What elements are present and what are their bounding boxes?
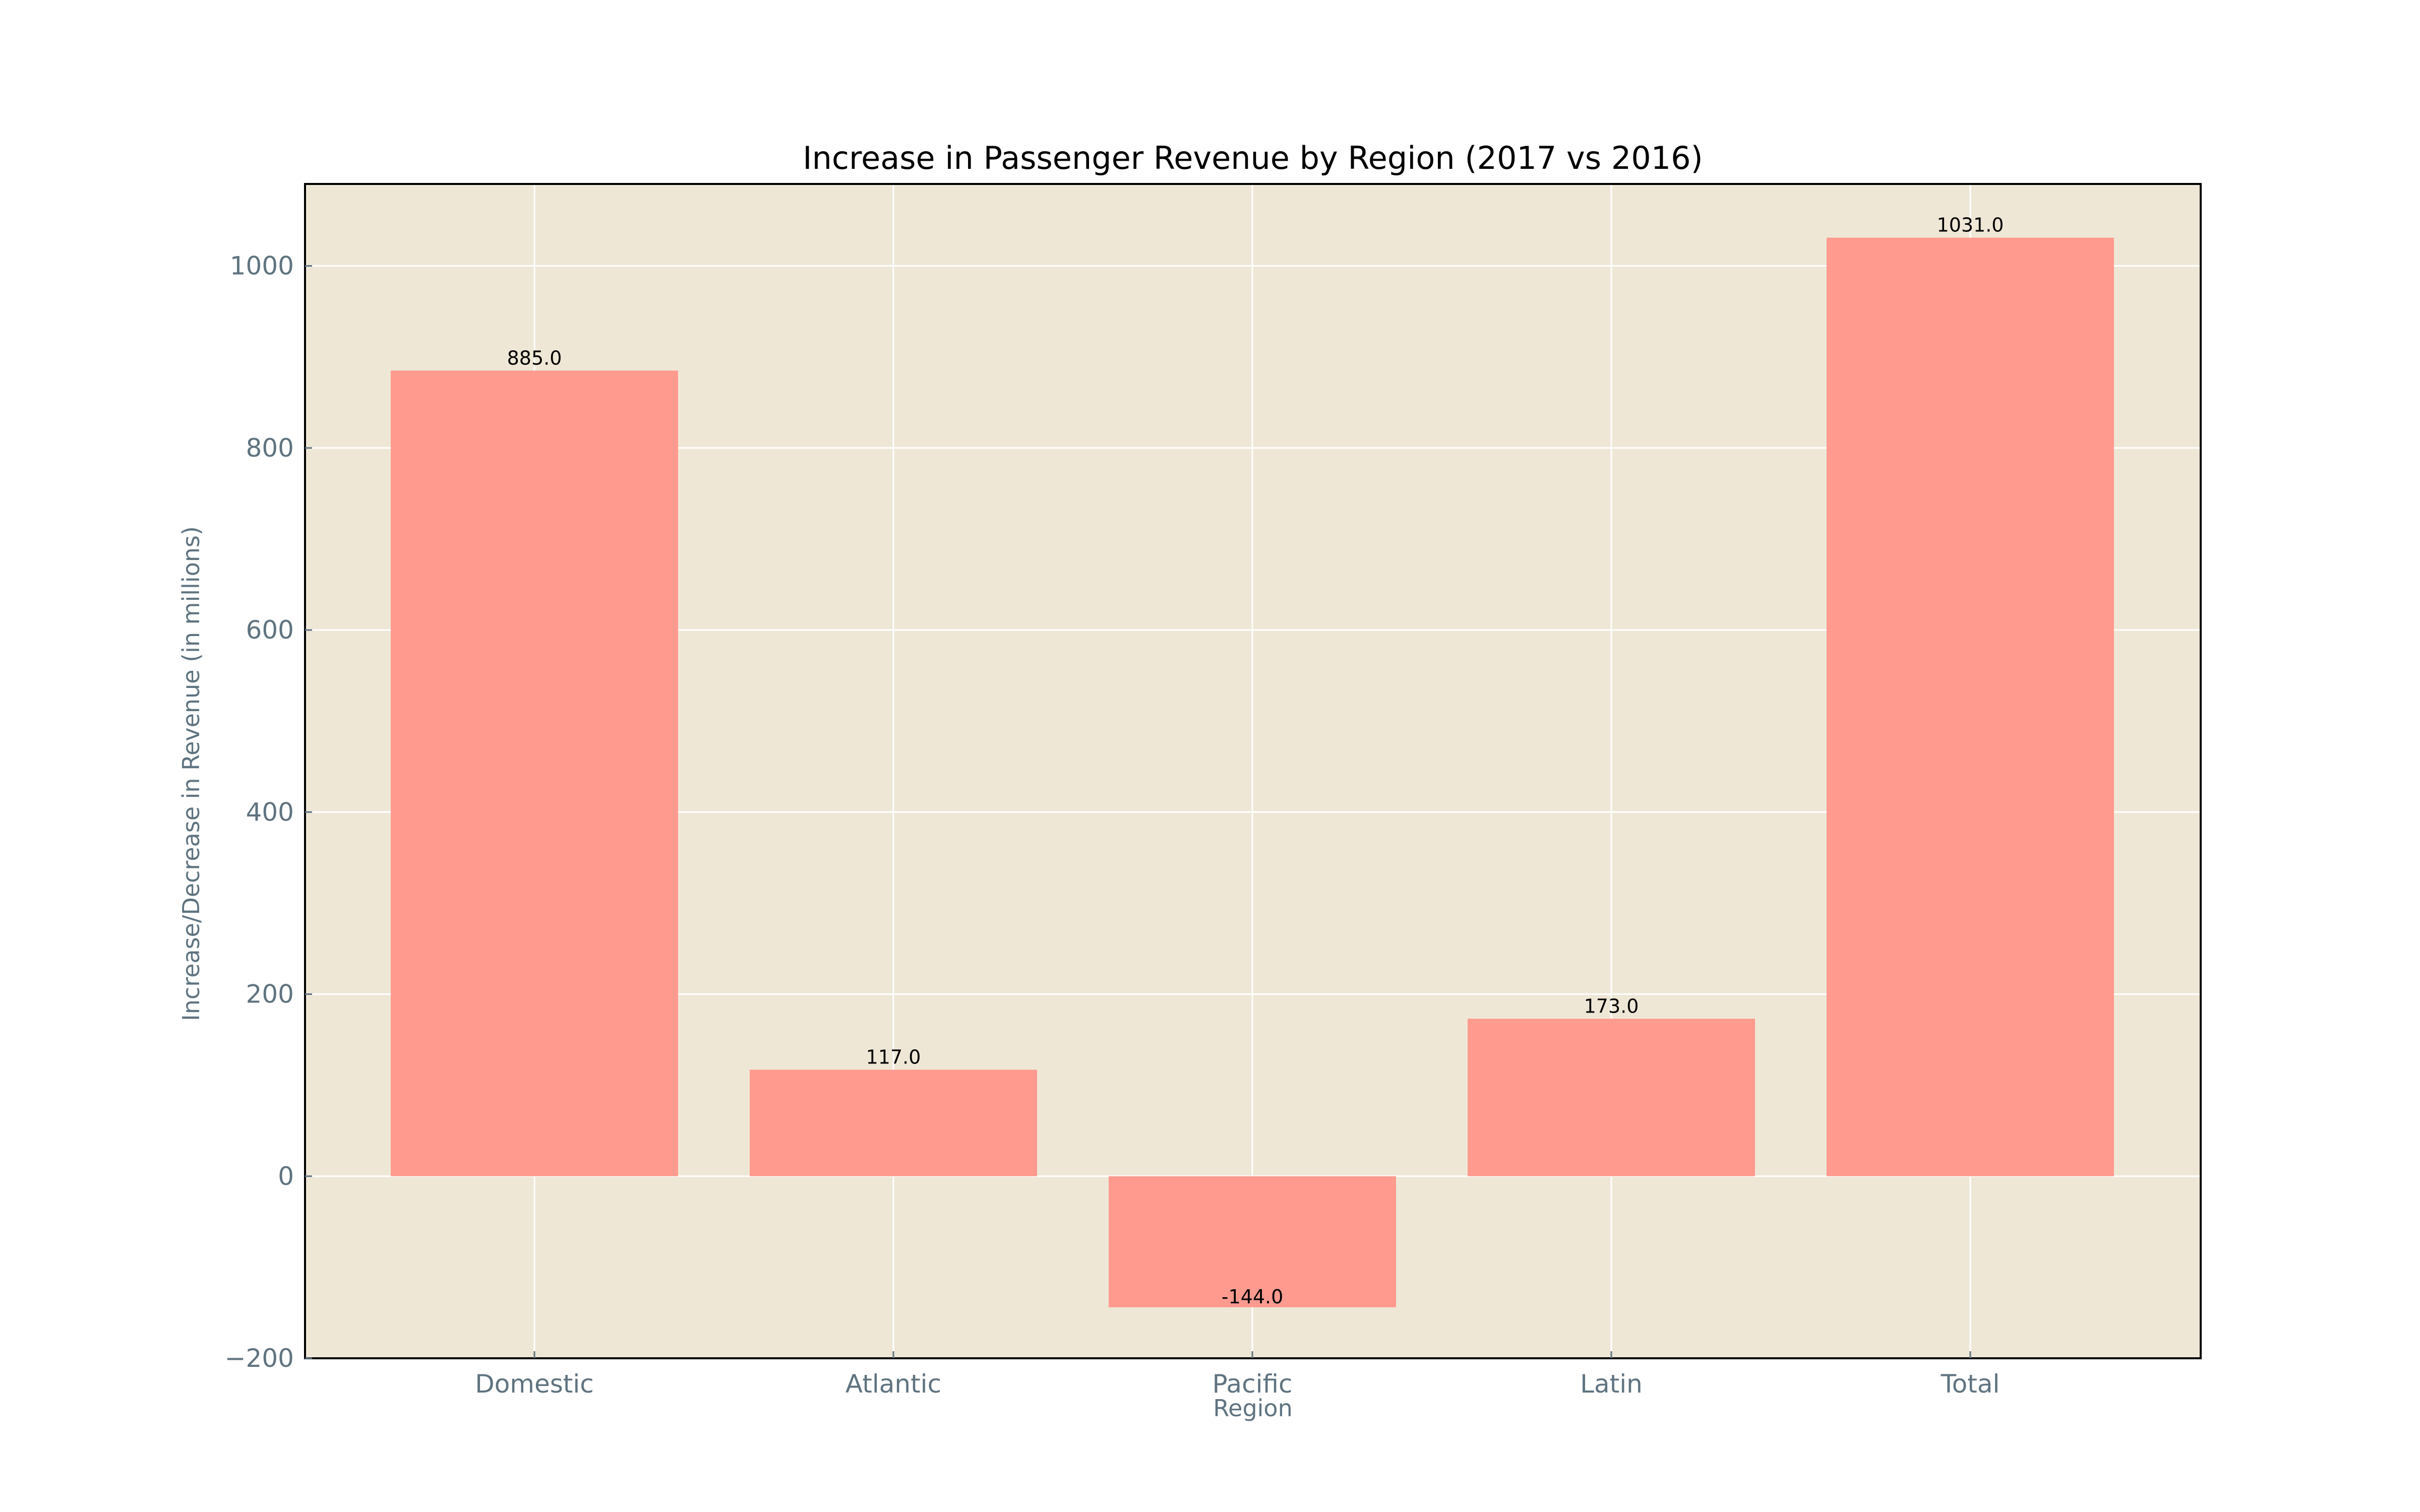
data-label-pacific: -144.0 bbox=[1222, 1286, 1284, 1308]
y-tick-label: 400 bbox=[246, 797, 294, 827]
bar-pacific bbox=[1109, 1176, 1396, 1307]
data-label-latin: 173.0 bbox=[1584, 995, 1639, 1017]
x-tick-label-pacific: Pacific bbox=[1213, 1369, 1293, 1399]
x-tick-label-domestic: Domestic bbox=[475, 1369, 594, 1399]
x-tick-label-atlantic: Atlantic bbox=[845, 1369, 941, 1399]
y-tick-label: −200 bbox=[225, 1344, 294, 1373]
bars bbox=[391, 237, 2114, 1307]
y-tick-label: 1000 bbox=[230, 251, 294, 281]
bar-latin bbox=[1468, 1019, 1755, 1176]
data-labels: 885.0 117.0 -144.0 173.0 1031.0 bbox=[507, 214, 2004, 1308]
y-axis: −200 0 200 400 600 800 1000 bbox=[225, 251, 312, 1373]
y-tick-label: 200 bbox=[246, 980, 294, 1009]
y-tick-label: 600 bbox=[246, 615, 294, 645]
chart-title: Increase in Passenger Revenue by Region … bbox=[803, 140, 1703, 176]
x-axis: Domestic Atlantic Pacific Latin Total bbox=[475, 1351, 2000, 1399]
x-axis-label: Region bbox=[1213, 1395, 1292, 1422]
bar-total bbox=[1827, 237, 2114, 1176]
x-tick-label-latin: Latin bbox=[1580, 1369, 1643, 1399]
data-label-total: 1031.0 bbox=[1937, 214, 2004, 236]
data-label-atlantic: 117.0 bbox=[866, 1046, 921, 1068]
y-tick-label: 0 bbox=[278, 1162, 294, 1191]
bar-domestic bbox=[391, 370, 678, 1176]
y-tick-label: 800 bbox=[246, 433, 294, 463]
bar-atlantic bbox=[750, 1069, 1037, 1176]
data-label-domestic: 885.0 bbox=[507, 347, 562, 369]
y-axis-label: Increase/Decrease in Revenue (in million… bbox=[177, 526, 205, 1021]
x-tick-label-total: Total bbox=[1941, 1369, 2000, 1399]
